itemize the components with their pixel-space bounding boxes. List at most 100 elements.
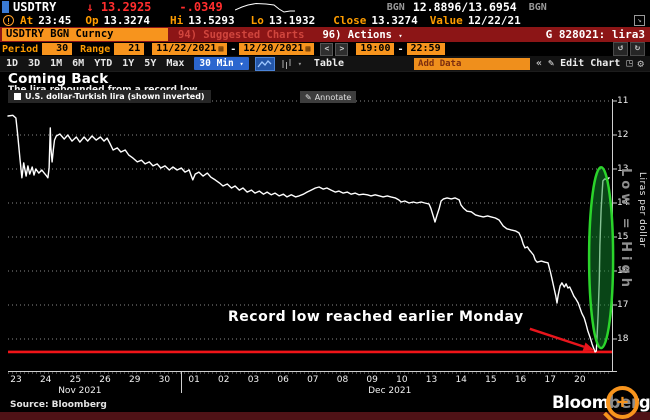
legend: U.S. dollar-Turkish lira (shown inverted…	[8, 90, 211, 103]
range-label: Range	[80, 43, 111, 55]
calendar-icon: ▦	[305, 44, 311, 53]
time-to-input[interactable]: 22:59	[406, 43, 445, 55]
tab-6m[interactable]: 6M	[72, 58, 85, 69]
chart-toolbar: 1D 3D 1M 6M YTD 1Y 5Y Max 30 Min ▾ ▾ Tab…	[0, 56, 650, 72]
low-equals-high-annotation: Low = High	[618, 168, 633, 292]
x-tick-label: 08	[336, 375, 349, 385]
annotate-mode-icon[interactable]: ◳	[626, 58, 633, 69]
x-tick-label: 07	[307, 375, 319, 385]
tab-1y[interactable]: 1Y	[122, 58, 135, 69]
y-axis-title: Liras per dollar	[637, 172, 647, 248]
close-label: Close	[333, 14, 367, 27]
controls-bar: Period 30 Range 21 11/22/2021 ▦ - 12/20/2…	[0, 42, 650, 56]
interval-dropdown[interactable]: 30 Min ▾	[194, 57, 249, 70]
caret-down-icon: ▾	[239, 60, 244, 68]
date-to-input[interactable]: 12/20/2021 ▦	[239, 43, 315, 55]
bottom-strip	[0, 412, 650, 420]
quote-bar: USDTRY ↓ 13.2925 -.0349 BGN 12.8896/13.6…	[0, 0, 650, 14]
sparkline	[234, 2, 295, 13]
x-tick-label: 06	[277, 375, 289, 385]
menu-bar: USDTRY BGN Curncy 94) Suggested Charts 9…	[0, 27, 650, 42]
x-tick-label: 03	[247, 375, 260, 385]
tab-1d[interactable]: 1D	[6, 58, 19, 69]
ticker: USDTRY	[13, 0, 57, 14]
y-tick-label: 17	[617, 300, 629, 310]
at-label: At	[20, 14, 34, 27]
collapse-icon[interactable]: «	[536, 58, 543, 69]
line-chart-icon[interactable]	[254, 56, 275, 71]
x-tick-label: 13	[425, 375, 438, 385]
period-label: Period	[2, 43, 39, 55]
period-input[interactable]: 30	[42, 43, 73, 55]
x-tick-label: 01	[188, 375, 200, 385]
low-value: 13.1932	[268, 14, 316, 27]
bgn-label: BGN	[528, 1, 547, 13]
table-button[interactable]: Table	[313, 58, 345, 69]
date-separator: -	[230, 43, 237, 55]
x-tick-label: 24	[39, 375, 52, 385]
bgn-label: BGN	[386, 1, 405, 13]
x-tick-label: 16	[514, 375, 527, 385]
annotate-button[interactable]: ✎ Annotate	[300, 91, 357, 103]
caret-down-icon[interactable]: ▾	[297, 59, 302, 68]
tab-max[interactable]: Max	[166, 58, 185, 69]
x-tick-label: 15	[485, 375, 497, 385]
menu-suggested-charts[interactable]: 94) Suggested Charts	[178, 28, 305, 41]
next-button[interactable]: >	[335, 42, 349, 56]
legend-swatch	[14, 93, 21, 100]
stats-bar: ! At 23:45 Op 13.3274 Hi 13.5293 Lo 13.1…	[0, 14, 650, 27]
x-tick-label: 26	[99, 375, 111, 385]
x-tick-label: 17	[544, 375, 556, 385]
y-tick-label: 14	[617, 198, 629, 208]
caret-down-icon: ▾	[398, 31, 403, 40]
gear-icon[interactable]: ⚙	[637, 57, 644, 70]
x-tick-label: 14	[455, 375, 467, 385]
screen-id: G 828021: lira3	[545, 28, 645, 41]
highlight-ellipse	[587, 166, 615, 350]
prev-button[interactable]: <	[320, 42, 334, 56]
bar-chart-icon[interactable]	[280, 58, 294, 70]
price-line	[7, 114, 610, 353]
y-tick-label: 16	[617, 266, 629, 276]
arrow-head	[582, 342, 595, 351]
alert-icon[interactable]: !	[3, 15, 14, 26]
tab-5y[interactable]: 5Y	[144, 58, 157, 69]
last-price: ↓ 13.2925	[86, 0, 152, 14]
tab-1m[interactable]: 1M	[50, 58, 63, 69]
open-value: 13.3274	[103, 14, 150, 27]
range-input[interactable]: 21	[114, 43, 145, 55]
x-tick-label: 09	[366, 375, 378, 385]
y-tick-label: 13	[617, 164, 629, 174]
value-label: Value	[429, 14, 463, 27]
edit-chart-button[interactable]: ✎ Edit Chart	[548, 58, 621, 69]
undo-icon[interactable]: ↺	[613, 42, 628, 56]
security-marker-icon	[2, 1, 9, 13]
high-value: 13.5293	[188, 14, 235, 27]
x-tick-label: 23	[10, 375, 22, 385]
x-tick-label: 10	[396, 375, 408, 385]
x-tick-label: 29	[128, 375, 141, 385]
menu-actions[interactable]: 96) Actions ▾	[322, 28, 403, 41]
tab-3d[interactable]: 3D	[28, 58, 41, 69]
time-separator: -	[397, 43, 404, 55]
screen-icon[interactable]: ↘	[634, 15, 645, 26]
tab-ytd[interactable]: YTD	[94, 58, 113, 69]
time-from-input[interactable]: 19:00	[356, 43, 395, 55]
month-label: Nov 2021	[58, 386, 102, 396]
down-arrow-icon: ↓	[86, 0, 94, 14]
security-field[interactable]: USDTRY BGN Curncy	[2, 28, 168, 41]
high-label: Hi	[169, 14, 184, 27]
close-value: 13.3274	[371, 14, 418, 27]
chart-title: Coming Back	[8, 71, 109, 87]
x-tick-label: 20	[574, 375, 586, 385]
month-label: Dec 2021	[368, 386, 412, 396]
pencil-icon: ✎	[548, 58, 555, 69]
redo-icon[interactable]: ↻	[630, 42, 645, 56]
y-tick-label: 15	[617, 232, 629, 242]
add-data-input[interactable]: Add Data	[414, 57, 531, 70]
open-label: Op	[85, 14, 99, 27]
value-date: 12/22/21	[467, 14, 521, 27]
date-from-input[interactable]: 11/22/2021 ▦	[152, 43, 228, 55]
